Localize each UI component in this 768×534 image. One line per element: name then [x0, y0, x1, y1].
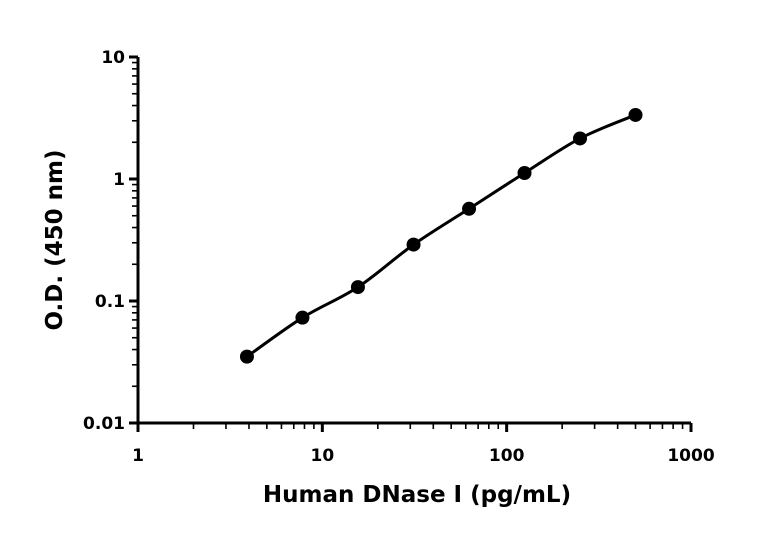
y-axis-title: O.D. (450 nm)	[42, 149, 68, 330]
y-tick-label: 0.01	[83, 414, 125, 434]
x-tick-label: 1000	[667, 446, 714, 466]
x-tick-label: 1	[132, 446, 144, 466]
data-point	[462, 201, 477, 216]
data-point	[295, 310, 310, 325]
data-point	[406, 237, 421, 252]
x-tick-label: 100	[489, 446, 525, 466]
axes	[136, 57, 691, 425]
data-point	[628, 107, 643, 122]
data-point	[239, 349, 254, 364]
ticks: 1 10 100 1000 0.01 0.1 1 10	[83, 48, 715, 466]
data-point	[350, 280, 365, 295]
y-tick-label: 10	[101, 48, 125, 68]
x-tick-label: 10	[310, 446, 334, 466]
data-points	[239, 107, 643, 364]
y-tick-label: 0.1	[95, 292, 125, 312]
x-axis-title: Human DNase I (pg/mL)	[263, 482, 571, 508]
data-point	[517, 165, 532, 180]
y-tick-label: 1	[113, 170, 125, 190]
data-point	[573, 131, 588, 146]
